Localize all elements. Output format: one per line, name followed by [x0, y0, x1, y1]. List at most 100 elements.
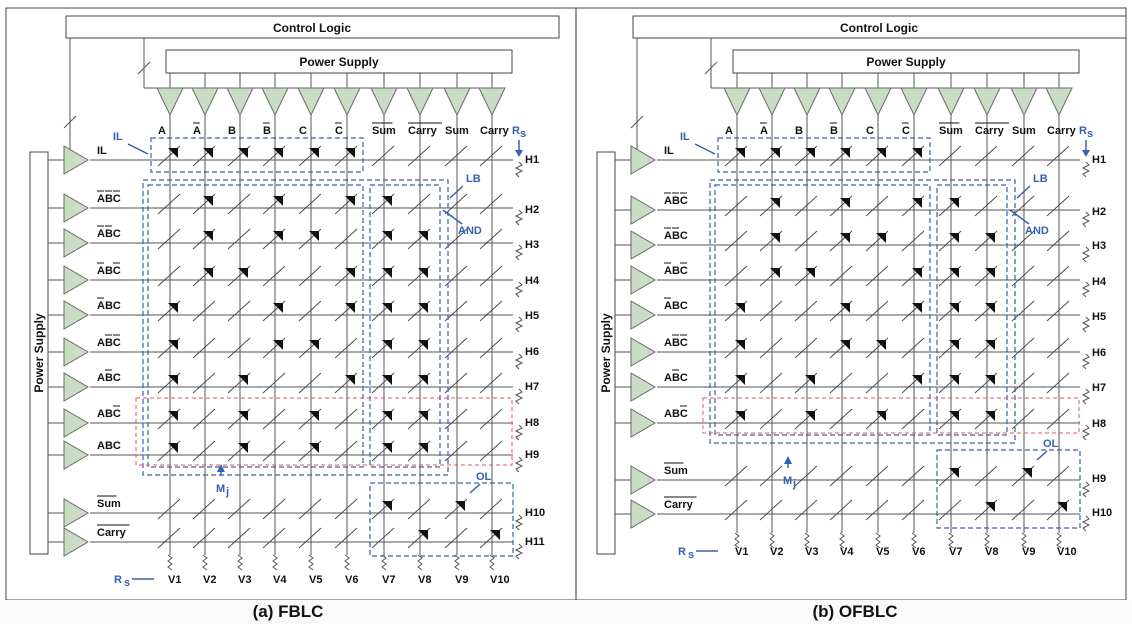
rs-arrowhead-top: [1082, 150, 1090, 157]
memristor-on-icon: [203, 148, 213, 158]
row-label-h: H5: [1092, 311, 1106, 323]
row-label-h: H1: [1092, 154, 1106, 166]
crosspoint: [479, 145, 503, 167]
memristor-on-icon: [418, 443, 428, 453]
lb-annotation: LB: [1033, 173, 1048, 185]
column-driver-icon: [191, 87, 219, 117]
crosspoint: [1011, 230, 1035, 252]
crosspoint: [334, 498, 358, 520]
memristor-on-icon: [418, 268, 428, 278]
memristor-on-icon: [770, 198, 780, 208]
memristor-on-icon: [840, 303, 850, 313]
mj-region: [147, 184, 364, 468]
memristor-on-icon: [238, 411, 248, 421]
memristor-on-icon: [345, 196, 355, 206]
crosspoint: [157, 193, 181, 215]
column-header: A: [725, 125, 733, 137]
column-header: Sum: [445, 125, 469, 137]
memristor-on-icon: [805, 148, 815, 158]
memristor-on-icon: [309, 443, 319, 453]
column-driver-icon: [226, 87, 254, 117]
row-label-h: H9: [525, 449, 539, 461]
crosspoint: [298, 193, 322, 215]
row-resistor-icon: [514, 424, 524, 441]
row-resistor-icon: [1081, 424, 1091, 441]
crosspoint: [1046, 372, 1070, 394]
column-driver-icon: [723, 87, 751, 117]
column-resistor-icon: [948, 532, 954, 549]
column-driver-icon: [297, 87, 325, 117]
memristor-on-icon: [735, 375, 745, 385]
memristor-on-icon: [876, 411, 886, 421]
column-label-v: V6: [912, 546, 925, 558]
memristor-on-icon: [912, 198, 922, 208]
column-driver-icon: [1045, 87, 1073, 117]
crosspoint: [444, 228, 468, 250]
memristor-on-icon: [876, 340, 886, 350]
crosspoint: [479, 408, 503, 430]
memristor-on-icon: [418, 530, 428, 540]
memristor-on-icon: [382, 375, 392, 385]
crosspoint: [794, 465, 818, 487]
row-label-h: H4: [1092, 276, 1107, 288]
crosspoint: [794, 195, 818, 217]
crosspoint: [192, 337, 216, 359]
row-resistor-icon: [514, 281, 524, 298]
column-resistor-icon: [769, 532, 775, 549]
memristor-on-icon: [912, 303, 922, 313]
row-label-h: H1: [525, 154, 539, 166]
crosspoint: [938, 145, 962, 167]
power-supply-top-label: Power Supply: [299, 55, 379, 69]
mj-region: [714, 184, 931, 436]
rs-label-bottom: R: [678, 546, 686, 558]
crosspoint: [865, 195, 889, 217]
memristor-on-icon: [309, 231, 319, 241]
memristor-on-icon: [840, 198, 850, 208]
and-annotation: AND: [1025, 225, 1049, 237]
power-supply-side-label: Power Supply: [599, 313, 613, 393]
memristor-on-icon: [912, 148, 922, 158]
power-supply-side-box: [29, 151, 49, 555]
memristor-on-icon: [168, 340, 178, 350]
and-region: [369, 184, 441, 468]
rs-label-top: R: [512, 125, 520, 137]
row-label-h: H9: [1092, 473, 1106, 485]
crosspoint: [444, 145, 468, 167]
column-header: Carry: [975, 125, 1005, 137]
memristor-on-icon: [273, 196, 283, 206]
crosspoint: [444, 337, 468, 359]
crosspoint: [444, 193, 468, 215]
column-resistor-icon: [202, 554, 208, 571]
crosspoint: [262, 527, 286, 549]
row-label-h: H10: [525, 507, 545, 519]
crosspoint: [371, 145, 395, 167]
memristor-on-icon: [985, 303, 995, 313]
crosspoint: [1011, 300, 1035, 322]
bus-slash-left: [630, 115, 644, 129]
crosspoint: [227, 193, 251, 215]
memristor-on-icon: [805, 375, 815, 385]
crosspoint: [192, 498, 216, 520]
crosspoint: [901, 408, 925, 430]
column-header: A: [193, 125, 201, 137]
row-label: IL: [664, 145, 674, 157]
ol-annotation: OL: [1043, 438, 1059, 450]
crosspoint: [262, 440, 286, 462]
crosspoint: [938, 499, 962, 521]
and-annotation: AND: [458, 225, 482, 237]
crosspoint: [192, 527, 216, 549]
row-label: ABC: [664, 408, 688, 420]
column-driver-icon: [937, 87, 965, 117]
memristor-on-icon: [418, 375, 428, 385]
memristor-on-icon: [382, 443, 392, 453]
column-header: A: [760, 125, 768, 137]
crosspoint: [262, 408, 286, 430]
memristor-on-icon: [912, 375, 922, 385]
bus-slash: [137, 61, 151, 75]
crosspoint: [479, 300, 503, 322]
column-resistor-icon: [734, 532, 740, 549]
crosspoint: [1046, 465, 1070, 487]
row-resistor-icon: [514, 209, 524, 226]
